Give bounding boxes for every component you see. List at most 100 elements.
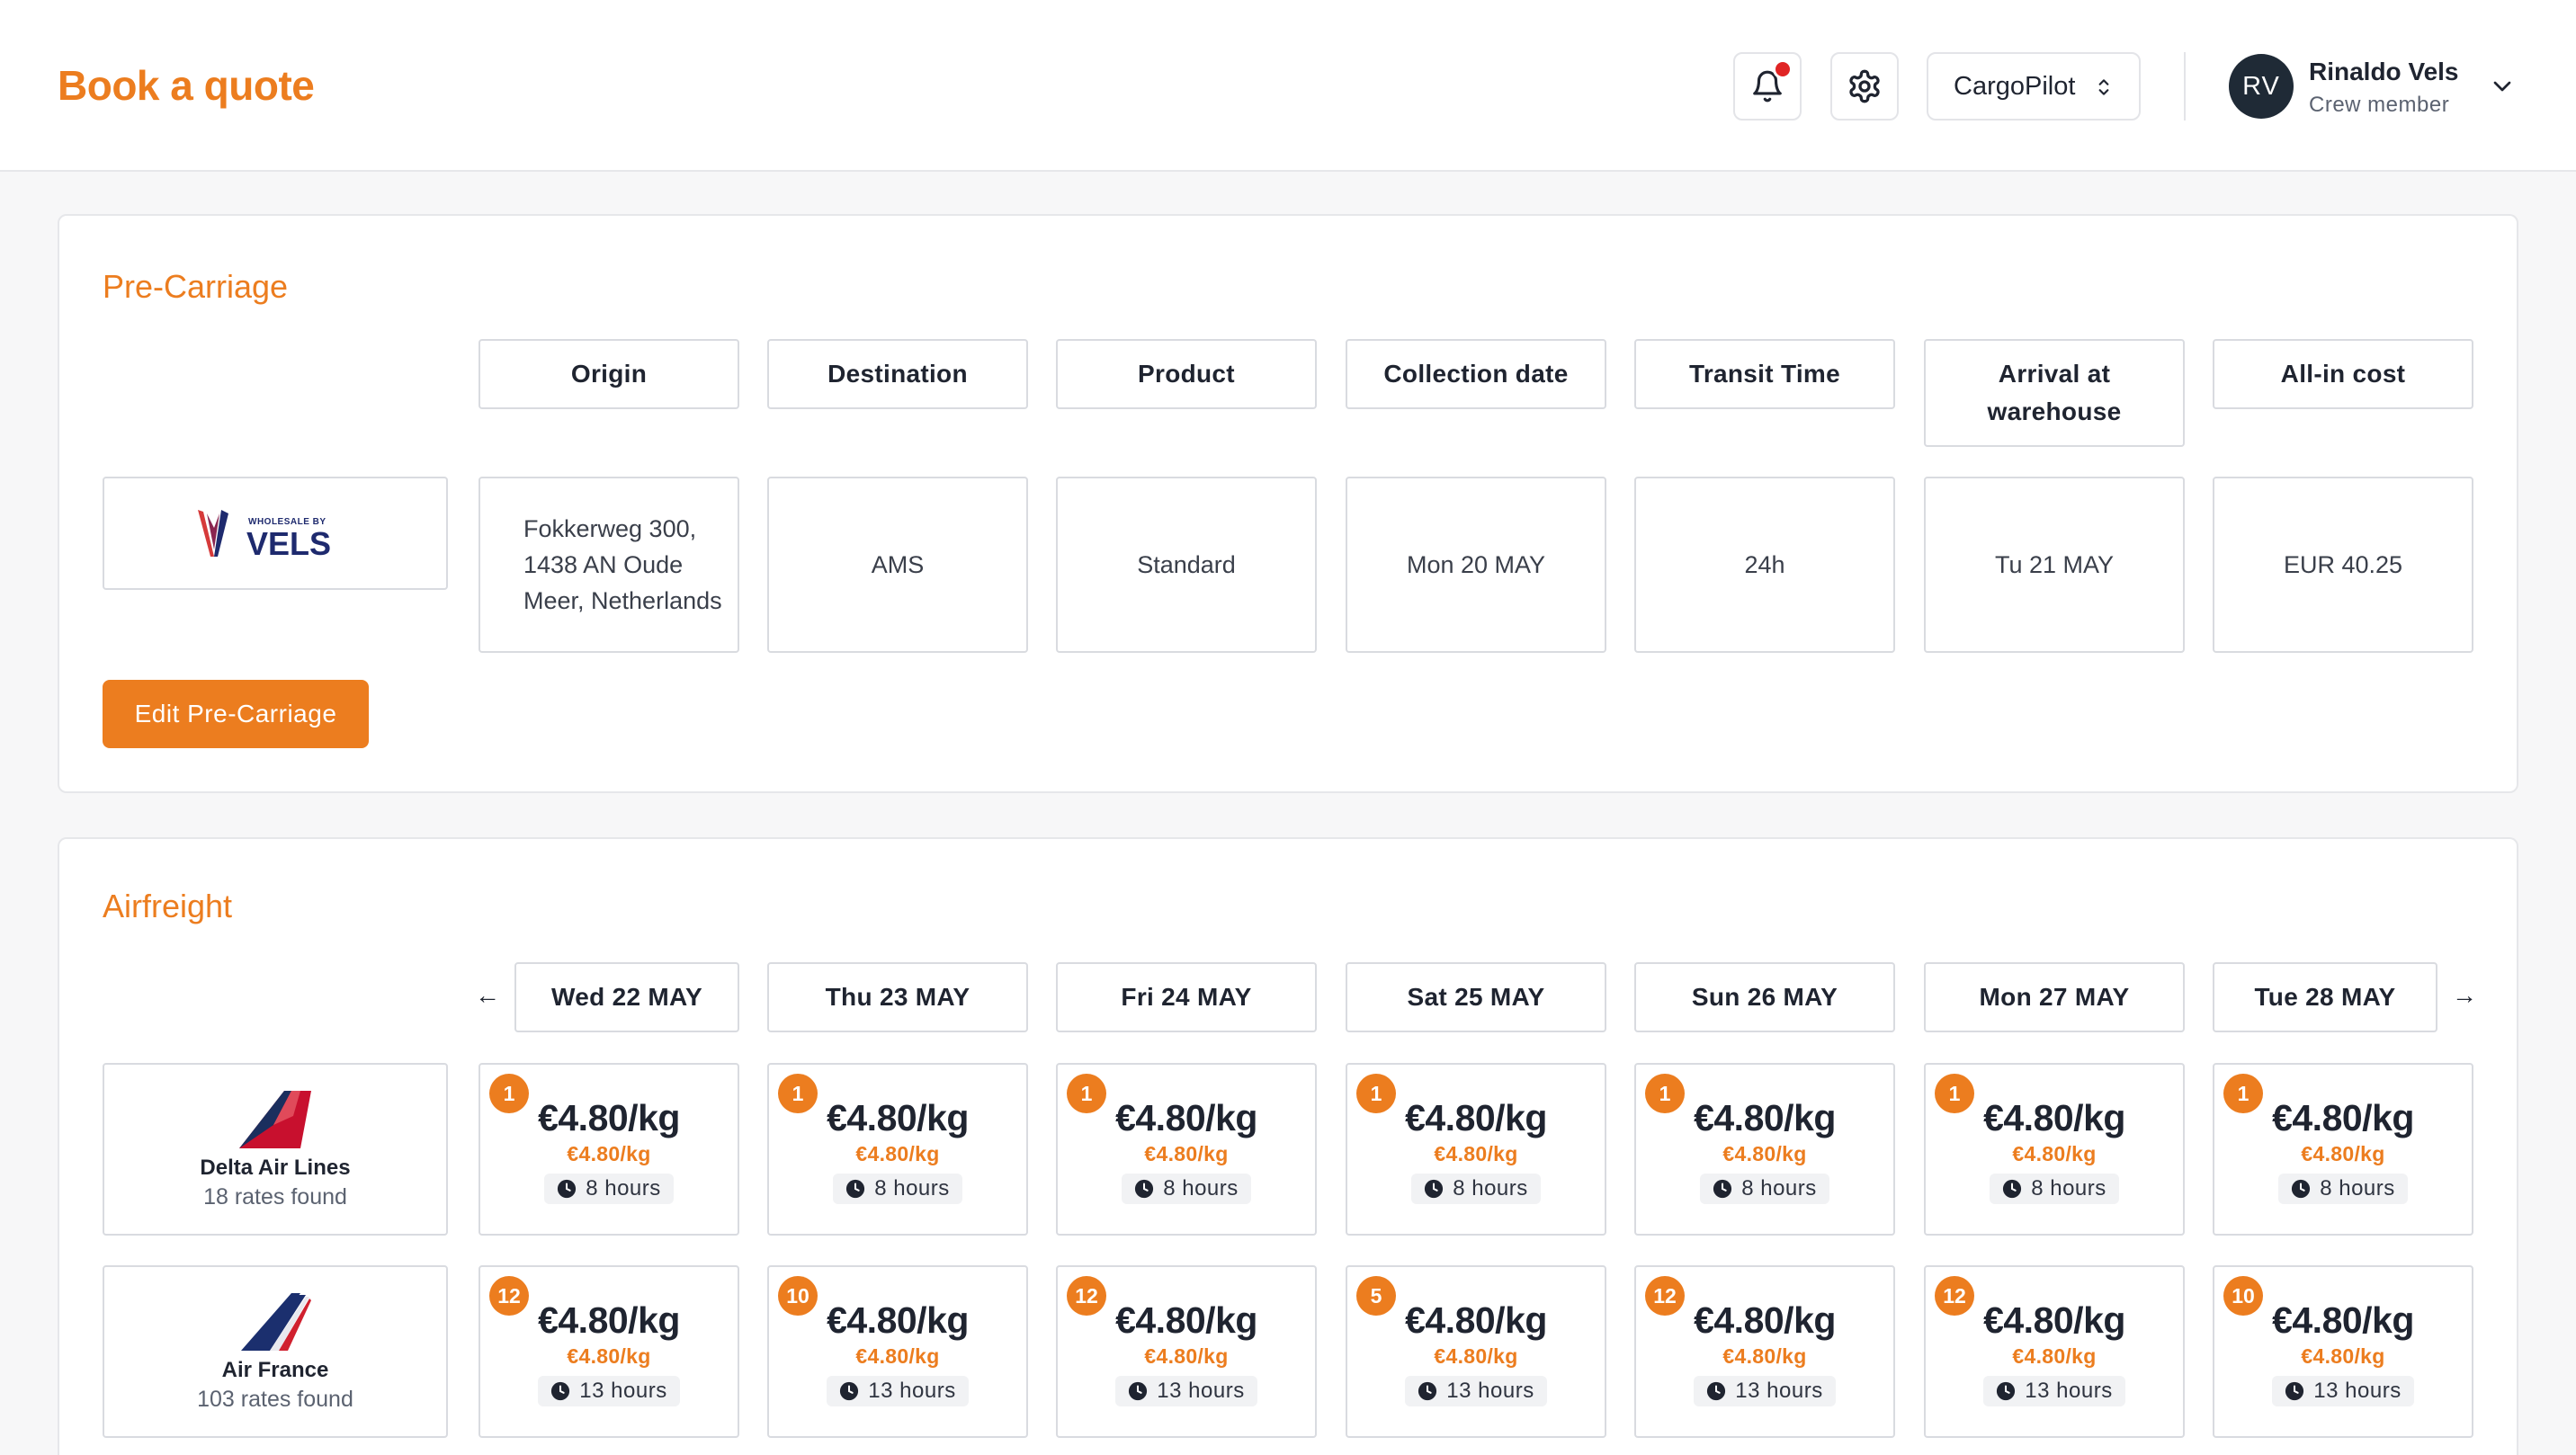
rate-price-secondary: €4.80/kg — [567, 1142, 651, 1165]
carrier-name: Delta Air Lines — [200, 1155, 351, 1180]
carrier-rates-found: 18 rates found — [203, 1183, 347, 1210]
gear-icon — [1849, 69, 1880, 103]
user-role: Crew member — [2309, 93, 2450, 117]
rate-card[interactable]: 12 €4.80/kg €4.80/kg 13 hours — [1924, 1265, 2185, 1438]
transit-time-label: 13 hours — [2025, 1379, 2113, 1403]
rate-count-badge: 12 — [489, 1276, 529, 1316]
chevron-down-icon[interactable] — [2488, 72, 2517, 101]
transit-time-label: 13 hours — [1157, 1379, 1245, 1403]
transit-time-pill: 8 hours — [544, 1174, 674, 1204]
rate-price: €4.80/kg — [1115, 1097, 1257, 1138]
avatar[interactable]: RV — [2229, 54, 2294, 119]
carrier-card-air-france[interactable]: Air France 103 rates found — [103, 1265, 448, 1438]
rate-price: €4.80/kg — [827, 1097, 969, 1138]
rate-count-badge: 1 — [489, 1074, 529, 1113]
transit-time-pill: 8 hours — [2278, 1174, 2408, 1204]
rate-count-badge: 1 — [1067, 1074, 1106, 1113]
transit-time-label: 13 hours — [2313, 1379, 2402, 1403]
transit-time-label: 13 hours — [868, 1379, 956, 1403]
date-header: Mon 27 MAY — [1924, 962, 2185, 1032]
pre-carriage-arrival: Tu 21 MAY — [1924, 477, 2185, 653]
chevron-updown-icon — [2098, 79, 2109, 95]
transit-time-pill: 8 hours — [1411, 1174, 1541, 1204]
transit-time-label: 13 hours — [1446, 1379, 1534, 1403]
clock-icon — [1135, 1179, 1154, 1199]
notification-dot — [1773, 59, 1793, 79]
rate-card[interactable]: 1 €4.80/kg €4.80/kg 8 hours — [2213, 1063, 2473, 1236]
rate-price: €4.80/kg — [1694, 1299, 1836, 1341]
rate-count-badge: 1 — [778, 1074, 818, 1113]
rate-count-badge: 1 — [1356, 1074, 1396, 1113]
top-header: Book a quote CargoPilot RV Rinaldo Vels … — [0, 0, 2576, 172]
rate-card[interactable]: 12 €4.80/kg €4.80/kg 13 hours — [1634, 1265, 1895, 1438]
settings-button[interactable] — [1830, 52, 1899, 121]
transit-time-label: 8 hours — [1163, 1176, 1239, 1201]
transit-time-pill: 13 hours — [1694, 1376, 1836, 1406]
transit-time-pill: 13 hours — [1983, 1376, 2125, 1406]
rate-count-badge: 12 — [1935, 1276, 1974, 1316]
rate-card[interactable]: 10 €4.80/kg €4.80/kg 13 hours — [2213, 1265, 2473, 1438]
organization-select-value: CargoPilot — [1954, 71, 2076, 101]
pre-carriage-destination: AMS — [767, 477, 1028, 653]
rate-count-badge: 1 — [1935, 1074, 1974, 1113]
transit-time-pill: 13 hours — [1405, 1376, 1547, 1406]
rate-count-badge: 1 — [1645, 1074, 1685, 1113]
carrier-card-delta[interactable]: Delta Air Lines 18 rates found — [103, 1063, 448, 1236]
rate-card[interactable]: 1 €4.80/kg €4.80/kg 8 hours — [1634, 1063, 1895, 1236]
rate-card[interactable]: 5 €4.80/kg €4.80/kg 13 hours — [1346, 1265, 1606, 1438]
clock-icon — [1418, 1381, 1437, 1401]
rate-count-badge: 10 — [2223, 1276, 2263, 1316]
pre-carriage-origin: Fokkerweg 300, 1438 AN Oude Meer, Nether… — [479, 477, 739, 653]
rate-card[interactable]: 1 €4.80/kg €4.80/kg 8 hours — [479, 1063, 739, 1236]
transit-time-pill: 8 hours — [1990, 1174, 2119, 1204]
rate-count-badge: 12 — [1067, 1276, 1106, 1316]
air-france-tail-logo-icon — [241, 1292, 311, 1351]
rate-price-secondary: €4.80/kg — [2012, 1142, 2097, 1165]
rate-price-secondary: €4.80/kg — [2012, 1344, 2097, 1368]
pre-carriage-transit-time: 24h — [1634, 477, 1895, 653]
airfreight-card: Airfreight ← Wed 22 MAY Thu 23 MAY Fri 2… — [58, 837, 2518, 1455]
clock-icon — [558, 1179, 577, 1199]
delta-tail-logo-icon — [239, 1090, 311, 1148]
rate-card[interactable]: 12 €4.80/kg €4.80/kg 13 hours — [1056, 1265, 1317, 1438]
rate-card[interactable]: 10 €4.80/kg €4.80/kg 13 hours — [767, 1265, 1028, 1438]
date-header: Tue 28 MAY — [2213, 962, 2437, 1032]
date-header: Sun 26 MAY — [1634, 962, 1895, 1032]
rate-card[interactable]: 1 €4.80/kg €4.80/kg 8 hours — [1924, 1063, 2185, 1236]
next-dates-arrow-icon[interactable]: → — [2452, 981, 2477, 1009]
previous-dates-arrow-icon[interactable]: ← — [475, 981, 500, 1009]
rate-price: €4.80/kg — [2272, 1097, 2414, 1138]
notifications-button[interactable] — [1733, 52, 1802, 121]
rate-price: €4.80/kg — [1405, 1097, 1547, 1138]
rate-card[interactable]: 1 €4.80/kg €4.80/kg 8 hours — [767, 1063, 1028, 1236]
transit-time-label: 8 hours — [586, 1176, 661, 1201]
pre-carriage-collection-date: Mon 20 MAY — [1346, 477, 1606, 653]
date-header: Wed 22 MAY — [514, 962, 739, 1032]
rate-price-secondary: €4.80/kg — [855, 1142, 940, 1165]
rate-price-secondary: €4.80/kg — [1434, 1344, 1518, 1368]
vels-logo: WHOLESALE BY VELS — [198, 510, 331, 562]
rate-card[interactable]: 1 €4.80/kg €4.80/kg 8 hours — [1346, 1063, 1606, 1236]
bell-icon — [1753, 70, 1782, 103]
organization-select[interactable]: CargoPilot — [1927, 52, 2141, 121]
clock-icon — [2285, 1381, 2304, 1401]
column-header-transit-time: Transit Time — [1634, 339, 1895, 409]
rate-card[interactable]: 1 €4.80/kg €4.80/kg 8 hours — [1056, 1063, 1317, 1236]
rate-count-badge: 12 — [1645, 1276, 1685, 1316]
user-name: Rinaldo Vels — [2309, 58, 2459, 85]
rate-card[interactable]: 12 €4.80/kg €4.80/kg 13 hours — [479, 1265, 739, 1438]
edit-pre-carriage-button[interactable]: Edit Pre-Carriage — [103, 680, 369, 748]
clock-icon — [2292, 1179, 2311, 1199]
transit-time-label: 13 hours — [579, 1379, 667, 1403]
transit-time-pill: 13 hours — [1115, 1376, 1257, 1406]
rate-count-badge: 10 — [778, 1276, 818, 1316]
transit-time-pill: 13 hours — [2272, 1376, 2414, 1406]
carrier-rates-found: 103 rates found — [197, 1386, 353, 1412]
rate-price: €4.80/kg — [538, 1299, 680, 1341]
column-header-arrival: Arrival at warehouse — [1924, 339, 2185, 447]
rate-price-secondary: €4.80/kg — [1144, 1142, 1229, 1165]
transit-time-label: 8 hours — [2031, 1176, 2106, 1201]
transit-time-pill: 13 hours — [538, 1376, 680, 1406]
pre-carriage-cost: EUR 40.25 — [2213, 477, 2473, 653]
rate-price-secondary: €4.80/kg — [2301, 1344, 2385, 1368]
